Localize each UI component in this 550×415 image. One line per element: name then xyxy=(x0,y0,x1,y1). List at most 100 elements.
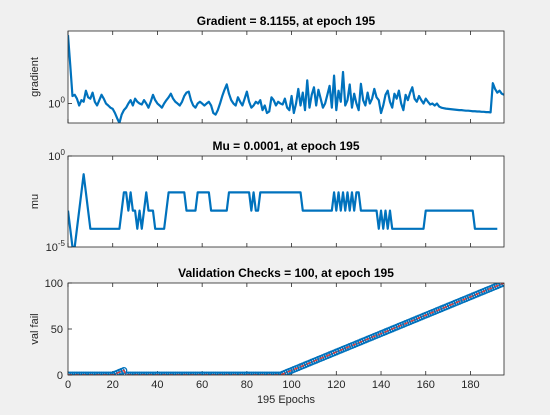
data-point xyxy=(270,371,278,375)
data-point xyxy=(185,371,193,375)
data-point xyxy=(498,283,504,288)
plot-area xyxy=(68,31,504,123)
data-point xyxy=(221,371,228,375)
x-tick-label: 160 xyxy=(417,379,435,391)
data-point xyxy=(73,371,81,375)
y-tick-exponent: 0 xyxy=(61,148,66,157)
data-point xyxy=(136,371,143,375)
data-point xyxy=(162,371,170,375)
data-point xyxy=(180,371,188,375)
series-line xyxy=(68,35,504,123)
data-point xyxy=(138,371,146,375)
data-point xyxy=(151,371,159,375)
y-tick-label: 100 xyxy=(48,96,65,111)
data-point xyxy=(216,371,224,375)
data-point xyxy=(245,371,253,375)
series-line xyxy=(68,173,498,247)
x-tick-label: 60 xyxy=(196,379,208,391)
data-point xyxy=(241,371,249,375)
data-point xyxy=(256,371,264,375)
data-point xyxy=(91,371,99,375)
data-point xyxy=(165,371,173,375)
data-point xyxy=(176,371,184,375)
data-point xyxy=(212,371,220,375)
data-point xyxy=(254,371,262,375)
data-point xyxy=(167,371,175,375)
y-tick-label: 0 xyxy=(57,370,63,382)
x-tick-label: 100 xyxy=(282,379,300,391)
data-point xyxy=(198,371,206,375)
data-point xyxy=(100,371,108,375)
data-point xyxy=(147,371,155,375)
data-point xyxy=(223,371,231,375)
data-point xyxy=(107,371,114,375)
data-point xyxy=(124,371,132,375)
data-point xyxy=(183,371,190,375)
data-point xyxy=(149,371,157,375)
y-tick-base: 10 xyxy=(48,99,60,111)
y-tick-label: 100 xyxy=(48,148,65,163)
data-point xyxy=(174,371,182,375)
data-point xyxy=(187,371,195,375)
data-point xyxy=(214,371,222,375)
data-point xyxy=(140,371,148,375)
data-point xyxy=(77,371,85,375)
chart-title: Mu = 0.0001, at epoch 195 xyxy=(212,139,359,153)
series-group xyxy=(68,173,498,247)
panel-1: Gradient = 8.1155, at epoch 195 gradient 1… xyxy=(29,14,505,124)
data-point xyxy=(178,371,186,375)
plot-area xyxy=(68,156,504,247)
y-tick-base: 10 xyxy=(46,242,58,254)
data-point xyxy=(268,371,275,375)
y-tick-exponent: -5 xyxy=(58,239,66,248)
data-point xyxy=(250,371,258,375)
data-point xyxy=(68,371,74,375)
data-point xyxy=(265,371,273,375)
data-point xyxy=(142,371,150,375)
data-point xyxy=(122,371,130,375)
data-point xyxy=(247,371,255,375)
data-point xyxy=(225,371,233,375)
data-point xyxy=(169,371,177,375)
data-point xyxy=(158,371,166,375)
y-axis-label: mu xyxy=(29,194,41,209)
data-point xyxy=(232,371,240,375)
data-point xyxy=(272,371,280,375)
data-point xyxy=(261,371,269,375)
data-point xyxy=(234,371,242,375)
data-point xyxy=(95,371,103,375)
x-tick-label: 40 xyxy=(151,379,163,391)
data-point xyxy=(192,371,199,375)
data-point xyxy=(75,371,83,375)
y-tick-label: 10-5 xyxy=(46,239,66,254)
data-point xyxy=(207,371,215,375)
x-tick-label: 120 xyxy=(327,379,345,391)
data-point xyxy=(80,371,88,375)
data-point xyxy=(196,371,204,375)
data-point xyxy=(84,371,92,375)
data-point xyxy=(227,371,235,375)
data-point xyxy=(200,371,208,375)
data-point xyxy=(131,371,139,375)
data-point xyxy=(252,371,260,375)
data-point xyxy=(145,371,152,375)
data-point xyxy=(259,371,266,375)
data-point xyxy=(71,371,79,375)
chart-title: Gradient = 8.1155, at epoch 195 xyxy=(197,14,376,28)
data-point xyxy=(274,371,282,375)
data-point xyxy=(86,371,94,375)
data-point xyxy=(82,371,90,375)
series-group xyxy=(68,283,504,375)
data-point xyxy=(189,371,197,375)
plot-area xyxy=(68,283,504,375)
data-point xyxy=(236,371,244,375)
data-point xyxy=(153,371,161,375)
axes-box xyxy=(67,155,505,248)
data-point xyxy=(243,371,251,375)
data-point xyxy=(127,371,135,375)
data-point xyxy=(93,371,101,375)
data-point xyxy=(194,371,202,375)
data-point xyxy=(89,371,97,375)
